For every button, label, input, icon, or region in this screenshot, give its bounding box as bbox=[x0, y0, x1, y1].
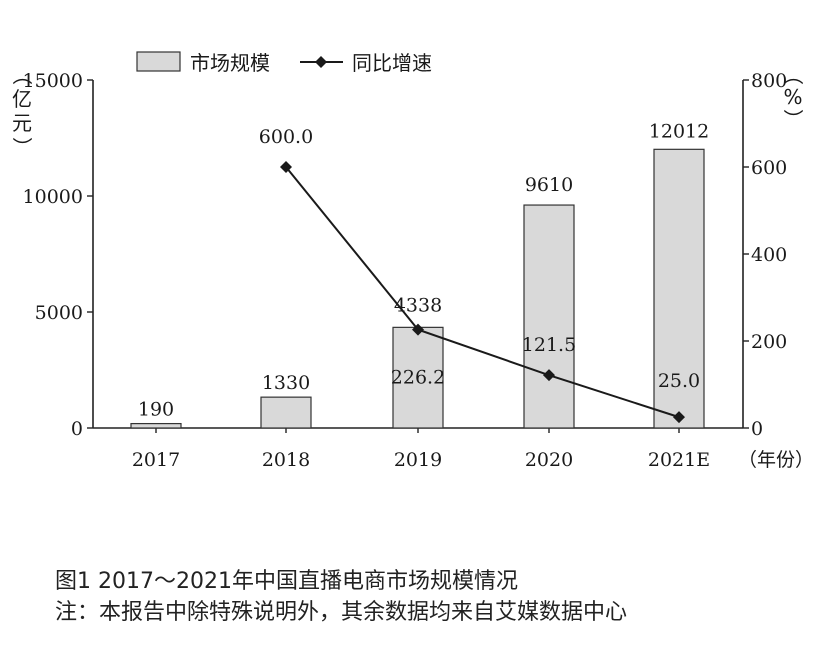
data-labels: 190 1330 4338 9610 12012 600.0 226.2 121.5 25.0 bbox=[138, 120, 709, 420]
bar bbox=[130, 422, 182, 429]
right-tick-label: 200 bbox=[751, 331, 787, 353]
x-tick-label: 2017 bbox=[132, 449, 180, 471]
legend-bar-swatch bbox=[136, 51, 181, 72]
legend-bar-label: 市场规模 bbox=[190, 51, 270, 75]
legend-line-label: 同比增速 bbox=[352, 51, 432, 75]
diamond-marker bbox=[543, 369, 555, 382]
right-axis-unit: （%） bbox=[781, 65, 805, 129]
left-tick-label: 10000 bbox=[23, 186, 83, 208]
right-tick-label: 400 bbox=[751, 244, 787, 266]
chart: 市场规模 同比增速 0 5000 10000 15000 0 200 400 600 800 201… bbox=[10, 51, 814, 471]
x-tick-label: 2018 bbox=[262, 449, 310, 471]
diamond-marker bbox=[280, 161, 292, 173]
right-tick-label: 600 bbox=[751, 157, 787, 179]
axes: 0 5000 10000 15000 0 200 400 600 800 2017 2018 2019… bbox=[10, 65, 814, 471]
left-axis-unit-char: 元 bbox=[12, 111, 32, 135]
left-axis-unit-char: ） bbox=[10, 137, 34, 157]
x-axis-unit: （年份） bbox=[738, 449, 814, 471]
figure-caption: 图1 2017～2021年中国直播电商市场规模情况 bbox=[55, 569, 518, 594]
bar-value-label: 190 bbox=[138, 399, 174, 421]
bar bbox=[653, 148, 705, 429]
bar-series bbox=[130, 148, 705, 429]
left-tick-label: 15000 bbox=[23, 70, 83, 92]
line-value-label: 600.0 bbox=[259, 126, 313, 148]
bar-value-label: 4338 bbox=[394, 294, 442, 316]
diamond-marker bbox=[412, 323, 424, 336]
left-axis-unit: （亿元） bbox=[10, 65, 34, 157]
left-tick-label: 5000 bbox=[35, 302, 83, 324]
line-value-label: 226.2 bbox=[391, 367, 445, 389]
figure-note: 注：本报告中除特殊说明外，其余数据均来自艾媒数据中心 bbox=[55, 600, 628, 625]
diamond-marker bbox=[673, 411, 685, 424]
right-axis-unit-char: % bbox=[783, 85, 802, 109]
left-axis-unit-char: （ bbox=[10, 65, 34, 85]
legend: 市场规模 同比增速 bbox=[136, 51, 432, 75]
x-tick-label: 2021E bbox=[648, 449, 710, 471]
bar-value-label: 1330 bbox=[262, 372, 310, 394]
right-tick-label: 800 bbox=[751, 70, 787, 92]
bar bbox=[392, 326, 444, 429]
bar-value-label: 12012 bbox=[649, 120, 709, 142]
bar bbox=[260, 396, 312, 429]
right-axis-unit-char: （ bbox=[781, 65, 805, 85]
x-tick-label: 2019 bbox=[394, 449, 442, 471]
bar-value-label: 9610 bbox=[525, 174, 573, 196]
growth-line bbox=[285, 166, 680, 419]
left-tick-label: 0 bbox=[71, 418, 83, 440]
x-tick-label: 2020 bbox=[525, 449, 573, 471]
left-axis-unit-char: 亿 bbox=[12, 87, 32, 111]
right-tick-label: 0 bbox=[751, 418, 763, 440]
bar bbox=[523, 204, 575, 429]
right-axis-unit-char: ） bbox=[781, 109, 805, 129]
line-value-label: 25.0 bbox=[658, 370, 700, 392]
line-value-label: 121.5 bbox=[522, 334, 576, 356]
line-series bbox=[280, 161, 685, 424]
legend-diamond-icon bbox=[315, 56, 327, 68]
